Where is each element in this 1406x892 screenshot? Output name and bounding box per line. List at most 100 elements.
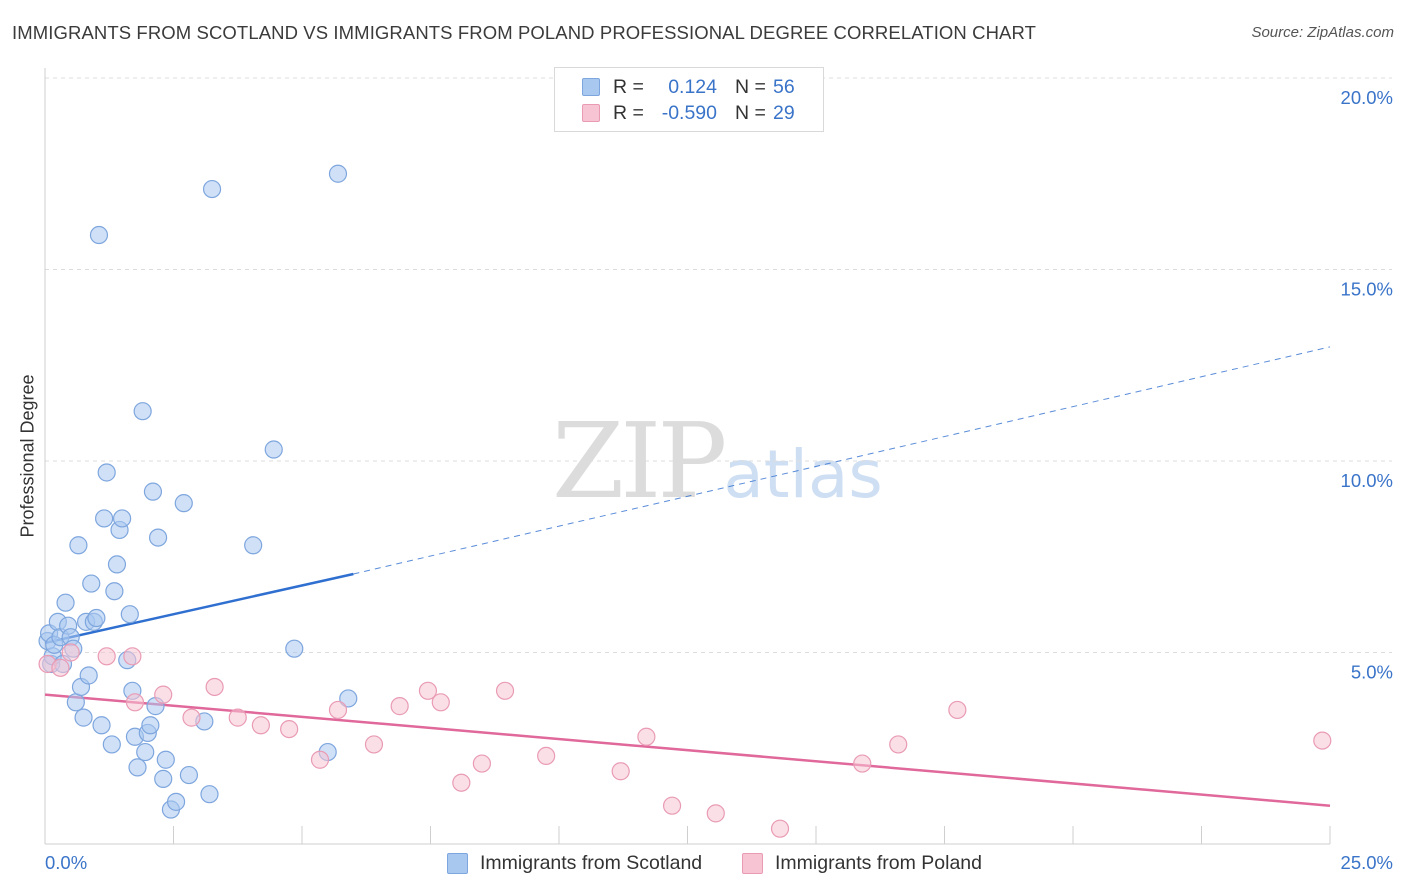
poland-point <box>611 762 630 781</box>
poland-point <box>125 693 145 712</box>
poland-point <box>364 735 384 754</box>
grid-lines <box>45 77 1392 653</box>
legend-swatch-scotland <box>582 78 600 96</box>
scotland-point <box>141 716 160 735</box>
poland-point <box>431 693 450 712</box>
scotland-point <box>69 536 88 555</box>
legend-swatch-poland <box>582 104 600 122</box>
y-tick-label: 10.0% <box>1341 470 1393 491</box>
legend-r-label: R = <box>613 102 644 124</box>
poland-point <box>418 681 438 700</box>
y-tick-label: 20.0% <box>1341 87 1393 108</box>
scotland-point <box>174 494 193 513</box>
scotland-point <box>97 463 116 482</box>
scotland-point <box>89 225 109 245</box>
poland-point <box>154 685 173 704</box>
y-tick-label: 5.0% <box>1351 662 1393 683</box>
source-credit: Source: ZipAtlas.com <box>1251 24 1394 41</box>
legend-row-scotland: R = 0.124 N = 56 <box>555 75 823 101</box>
poland-point <box>251 716 270 735</box>
poland-point <box>948 700 967 720</box>
scotland-point <box>120 605 139 624</box>
trend-lines <box>44 346 1331 807</box>
poland-point <box>770 819 790 838</box>
poland-point <box>853 754 872 773</box>
scotland-point <box>87 608 106 628</box>
tick-labels: 5.0% 10.0% 15.0% 20.0% 0.0% 25.0% <box>45 87 1393 873</box>
poland-point <box>51 658 70 677</box>
scotland-point <box>328 164 348 183</box>
scotland-point <box>202 179 222 199</box>
correlation-legend: R = 0.124 N = 56 R = -0.590 N = 29 <box>554 67 824 132</box>
scotland-point <box>74 708 93 727</box>
poland-point <box>637 727 656 746</box>
scotland-point <box>148 528 168 547</box>
poland-point <box>328 700 348 720</box>
scotland-point <box>128 758 147 777</box>
scotland-point <box>154 769 173 788</box>
scotland-point <box>133 402 152 421</box>
legend-label-scotland: Immigrants from Scotland <box>480 852 703 874</box>
legend-swatch-poland <box>742 853 763 874</box>
poland-point <box>706 804 725 823</box>
poland-point <box>472 754 491 773</box>
poland-point <box>123 647 142 666</box>
scotland-point <box>285 639 304 658</box>
scotland-point <box>82 574 101 593</box>
legend-r-label: R = <box>613 76 644 98</box>
poland-point <box>97 647 116 666</box>
scotland-point <box>102 735 121 754</box>
poland-point <box>61 643 80 662</box>
y-axis-label: Professional Degree <box>17 374 38 538</box>
legend-n-value: 29 <box>773 102 795 124</box>
x-tick-label: 0.0% <box>45 852 87 873</box>
poland-point <box>205 677 224 697</box>
chart-title: IMMIGRANTS FROM SCOTLAND VS IMMIGRANTS F… <box>12 22 1037 43</box>
scotland-point <box>107 555 127 574</box>
watermark-atlas: atlas <box>723 436 883 513</box>
scotland-point <box>136 742 155 762</box>
legend-n-value: 56 <box>773 76 795 98</box>
legend-n-label: N = <box>735 102 766 124</box>
scotland-point <box>166 792 186 811</box>
legend-label-poland: Immigrants from Poland <box>775 852 982 874</box>
scotland-point <box>56 593 75 612</box>
scotland-point <box>92 716 111 735</box>
poland-trend-line <box>44 693 1331 807</box>
legend-swatch-scotland <box>447 853 468 874</box>
scotland-point <box>79 666 98 685</box>
poland-point <box>228 708 247 727</box>
poland-point <box>662 796 682 815</box>
scotland-point <box>143 482 163 501</box>
scotland-point <box>339 689 358 708</box>
legend-n-label: N = <box>735 76 766 98</box>
legend-r-value: -0.590 <box>661 102 717 124</box>
poland-point <box>182 708 201 727</box>
poland-point <box>280 719 299 739</box>
scotland-point <box>105 582 124 601</box>
data-points <box>38 164 1332 838</box>
scotland-point <box>200 785 219 804</box>
poland-point <box>889 735 908 754</box>
scotland-point <box>156 750 175 769</box>
legend-r-value: 0.124 <box>668 76 717 98</box>
poland-point <box>1313 731 1332 750</box>
x-tick-label: 25.0% <box>1341 852 1393 873</box>
poland-point <box>310 750 330 769</box>
scotland-point <box>264 440 283 459</box>
y-tick-label: 15.0% <box>1341 279 1393 300</box>
scotland-trend-extension <box>353 346 1331 575</box>
scotland-point <box>179 765 199 785</box>
poland-point <box>537 746 556 766</box>
legend-row-poland: R = -0.590 N = 29 <box>555 101 823 127</box>
poland-point <box>390 697 409 716</box>
scotland-point <box>95 509 114 528</box>
scotland-point <box>112 509 132 528</box>
axes <box>44 68 1331 845</box>
poland-point <box>495 681 515 700</box>
scotland-trend-line <box>44 572 354 645</box>
scotland-point <box>244 536 263 555</box>
scotland-point <box>66 693 85 712</box>
poland-point <box>452 773 471 792</box>
